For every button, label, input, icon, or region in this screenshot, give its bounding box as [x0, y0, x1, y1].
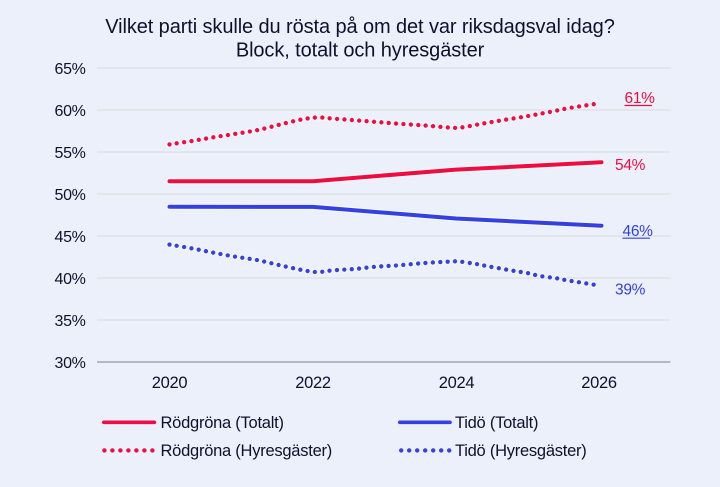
svg-text:35%: 35%: [55, 313, 86, 330]
svg-text:Tidö (Totalt): Tidö (Totalt): [455, 414, 538, 432]
svg-text:65%: 65%: [55, 61, 86, 78]
svg-text:Rödgröna (Totalt): Rödgröna (Totalt): [161, 414, 284, 432]
svg-text:55%: 55%: [55, 145, 86, 162]
svg-text:Tidö (Hyresgäster): Tidö (Hyresgäster): [455, 442, 587, 460]
svg-text:60%: 60%: [55, 103, 86, 120]
svg-text:30%: 30%: [55, 355, 86, 372]
svg-text:61%: 61%: [625, 90, 656, 107]
svg-text:54%: 54%: [615, 157, 646, 174]
svg-text:46%: 46%: [623, 223, 654, 240]
svg-text:40%: 40%: [55, 271, 86, 288]
svg-text:Vilket parti skulle du rösta p: Vilket parti skulle du rösta på om det v…: [105, 16, 614, 38]
svg-text:45%: 45%: [55, 229, 86, 246]
svg-text:50%: 50%: [55, 187, 86, 204]
svg-text:2024: 2024: [439, 374, 475, 392]
svg-text:Block, totalt och hyresgäster: Block, totalt och hyresgäster: [236, 40, 485, 62]
svg-text:2026: 2026: [581, 374, 617, 392]
svg-text:2020: 2020: [152, 374, 188, 392]
svg-text:39%: 39%: [615, 282, 646, 299]
svg-text:2022: 2022: [295, 374, 331, 392]
svg-text:Rödgröna (Hyresgäster): Rödgröna (Hyresgäster): [161, 442, 333, 460]
